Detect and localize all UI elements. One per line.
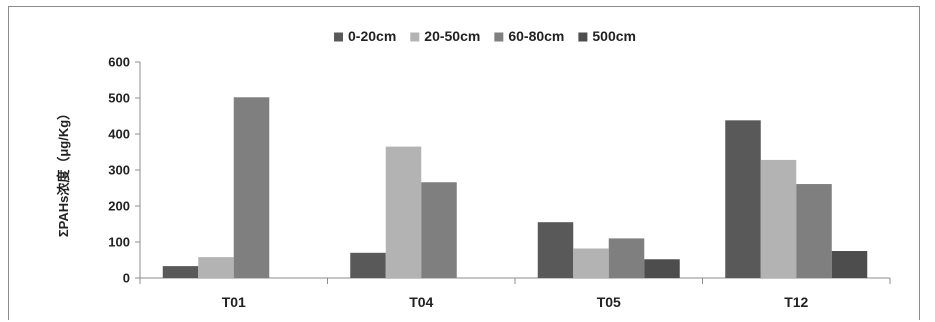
x-tick-label: T05	[597, 294, 621, 310]
y-tick-label: 100	[108, 235, 130, 250]
bar	[421, 182, 457, 278]
bars	[162, 97, 868, 278]
bar	[162, 266, 199, 278]
y-tick-label: 600	[108, 55, 130, 70]
legend-swatch	[494, 32, 504, 42]
x-axis: T01 T04 T05 T12	[139, 277, 891, 310]
y-tick-label: 300	[108, 163, 130, 178]
bar	[760, 159, 797, 278]
legend: 0-20cm 20-50cm 60-80cm 500cm	[334, 28, 636, 44]
y-tick-label: 400	[108, 127, 130, 142]
y-tick-label: 200	[108, 199, 130, 214]
bar	[725, 120, 761, 278]
bar	[198, 257, 234, 278]
chart-frame	[8, 6, 920, 320]
y-axis: 0 100 200 300 400 500 600	[108, 55, 141, 286]
legend-label: 20-50cm	[424, 28, 480, 44]
legend-label: 500cm	[592, 28, 636, 44]
x-tick-label: T12	[784, 294, 808, 310]
bar	[385, 146, 422, 278]
bar	[608, 238, 645, 278]
legend-label: 0-20cm	[348, 28, 396, 44]
legend-swatch	[410, 32, 420, 42]
x-tick-label: T01	[222, 294, 246, 310]
legend-swatch	[578, 32, 588, 42]
y-axis-title: ΣPAHs浓度（μg/Kg）	[56, 107, 71, 237]
bar	[233, 97, 270, 278]
bar	[644, 259, 680, 278]
y-tick-label: 0	[123, 271, 130, 286]
bar	[350, 252, 386, 278]
y-tick-label: 500	[108, 91, 130, 106]
bar	[573, 248, 609, 278]
bar	[831, 251, 868, 278]
x-tick-label: T04	[409, 294, 433, 310]
legend-swatch	[334, 32, 344, 42]
bar	[796, 184, 832, 278]
bar	[537, 222, 574, 278]
legend-label: 60-80cm	[508, 28, 564, 44]
